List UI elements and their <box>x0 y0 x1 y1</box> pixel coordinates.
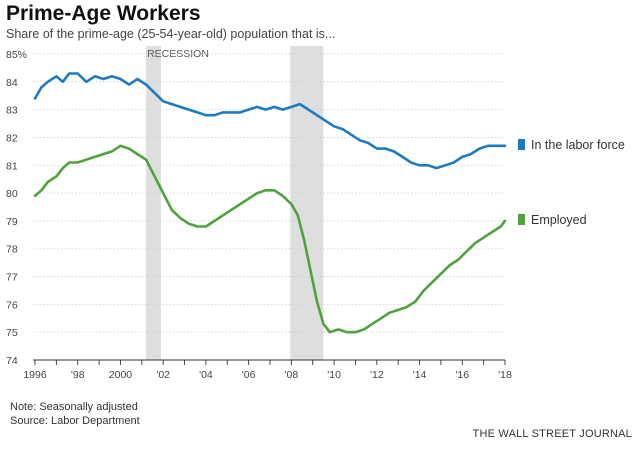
x-tick-label: '08 <box>285 369 299 381</box>
y-tick-label: 77 <box>6 272 18 284</box>
x-tick-label: '18 <box>498 369 512 381</box>
recession-band <box>290 46 324 360</box>
y-tick-label: 76 <box>6 299 18 311</box>
legend-label-labor-force: In the labor force <box>531 137 625 152</box>
legend-labor-force: In the labor force <box>518 138 625 152</box>
chart-subtitle: Share of the prime-age (25-54-year-old) … <box>6 27 336 41</box>
y-tick-label: 81 <box>6 160 18 172</box>
source-note: Source: Labor Department <box>10 415 140 427</box>
legend-employed: Employed <box>518 213 587 227</box>
x-tick-label: '98 <box>71 369 85 381</box>
y-tick-label: 83 <box>6 105 18 117</box>
recession-band <box>146 46 162 360</box>
x-tick-label: '14 <box>413 369 427 381</box>
x-tick-label: 1996 <box>23 369 47 381</box>
y-tick-label: 85% <box>6 49 27 61</box>
x-tick-label: '02 <box>156 369 170 381</box>
recession-label: RECESSION <box>147 48 209 60</box>
series-line-employed <box>33 144 507 334</box>
x-tick-label: '16 <box>455 369 469 381</box>
y-tick-label: 78 <box>6 244 18 256</box>
legend-swatch-labor-force <box>518 139 525 151</box>
x-tick-label: '10 <box>327 369 341 381</box>
x-tick-label: '04 <box>199 369 213 381</box>
legend-label-employed: Employed <box>531 212 587 227</box>
y-tick-label: 74 <box>6 355 18 367</box>
y-tick-label: 80 <box>6 188 18 200</box>
y-tick-label: 79 <box>6 216 18 228</box>
chart-title: Prime-Age Workers <box>6 2 201 25</box>
x-tick-label: 2000 <box>109 369 133 381</box>
x-tick-label: '12 <box>370 369 384 381</box>
y-tick-label: 75 <box>6 327 18 339</box>
x-tick-label: '06 <box>242 369 256 381</box>
publisher-credit: THE WALL STREET JOURNAL <box>472 428 632 440</box>
y-tick-label: 82 <box>6 132 18 144</box>
legend-swatch-employed <box>518 214 525 226</box>
series-line-labor-force <box>33 72 507 170</box>
y-tick-label: 84 <box>6 77 18 89</box>
footnote: Note: Seasonally adjusted <box>10 401 138 413</box>
